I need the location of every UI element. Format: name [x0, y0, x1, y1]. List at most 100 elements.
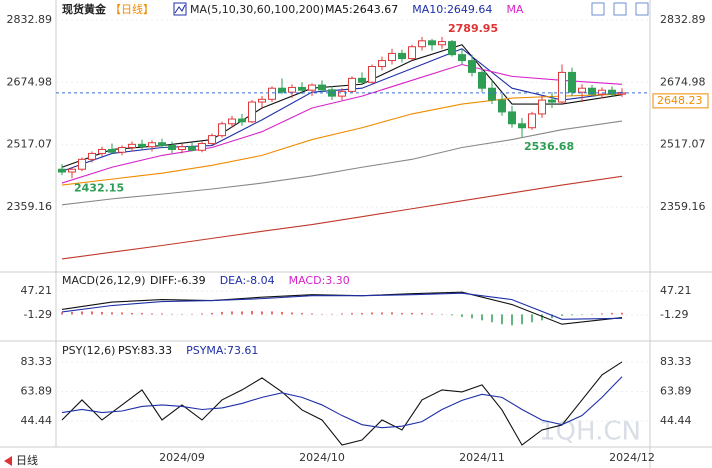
candle-body	[158, 142, 166, 147]
candle-body	[478, 71, 486, 89]
candle-body	[98, 148, 106, 154]
y-tick-label-left: 2517.07	[7, 138, 53, 151]
candle-body	[368, 65, 376, 83]
indicator-line	[61, 48, 623, 172]
toolbar	[591, 2, 649, 16]
y-tick-label-left: 44.44	[21, 414, 53, 427]
indicator-line	[61, 292, 623, 320]
candle-body	[278, 87, 286, 93]
indicator-line	[61, 175, 623, 260]
candle-body	[458, 54, 466, 62]
indicator-line	[61, 376, 623, 429]
candle-body	[558, 71, 566, 103]
candle-body	[268, 87, 276, 100]
candle-body	[208, 135, 216, 145]
legend-entry: MA5:2643.67	[325, 3, 398, 16]
candle-body	[398, 52, 406, 60]
indicator-icon-glyph	[174, 4, 186, 14]
candle-body	[108, 148, 116, 153]
y-tick-label-left: -1.29	[24, 308, 52, 321]
candle-body	[78, 158, 86, 170]
candle-body	[128, 143, 136, 148]
candle-body	[388, 52, 396, 62]
candle-body	[288, 86, 296, 93]
y-tick-label-left: 83.33	[21, 355, 53, 368]
candle-body	[148, 142, 156, 148]
y-tick-label: 2832.89	[660, 13, 706, 26]
period-label: 【日线】	[110, 2, 154, 16]
candle-body	[58, 168, 66, 173]
candle-body	[588, 87, 596, 95]
candle-body	[538, 99, 546, 115]
candle-body	[238, 118, 246, 123]
candle-body	[168, 145, 176, 150]
candle-body	[518, 123, 526, 129]
y-tick-label: 2517.07	[660, 138, 706, 151]
indicator-icon[interactable]	[173, 2, 187, 16]
legend-entry: DEA:-8.04	[220, 274, 275, 287]
legend-entry: MA	[506, 3, 523, 16]
price-box	[652, 93, 709, 109]
y-tick-label: 44.44	[660, 414, 692, 427]
tool-fullscreen[interactable]	[635, 2, 649, 16]
candle-body	[188, 146, 196, 151]
candle-body	[228, 118, 236, 125]
y-tick-label-left: 2832.89	[7, 13, 53, 26]
tool-settings[interactable]	[613, 2, 627, 16]
candle-body	[598, 89, 606, 95]
candle-body	[548, 99, 556, 103]
candle-body	[348, 77, 356, 92]
y-tick-label: 47.21	[660, 284, 692, 297]
candle-body	[608, 89, 616, 95]
candle-body	[578, 87, 586, 93]
footer-period[interactable]: 日线	[16, 453, 38, 467]
y-tick-label: 2359.16	[660, 200, 706, 213]
legend-entry: MA10:2649.64	[412, 3, 492, 16]
candle-body	[408, 46, 416, 60]
candle-body	[198, 143, 206, 151]
candle-body	[68, 168, 76, 173]
candle-body	[118, 146, 126, 153]
candle-body	[308, 84, 316, 91]
indicator-line	[61, 93, 623, 186]
price-label: 2648.23	[657, 94, 703, 107]
candle-body	[178, 146, 186, 150]
ma-params: MA(5,10,30,60,100,200)	[190, 3, 324, 16]
instrument-name: 现货黄金	[62, 2, 107, 16]
candle-body	[498, 99, 506, 113]
y-tick-label-left: 47.21	[21, 284, 53, 297]
candle-body	[488, 87, 496, 101]
y-tick-label-left: 2674.98	[7, 75, 53, 88]
candle-body	[508, 111, 516, 125]
indicator-line	[61, 63, 623, 184]
tool-move[interactable]	[591, 2, 605, 16]
candle-body	[258, 98, 266, 103]
y-tick-label: 63.89	[660, 384, 692, 397]
candle-body	[218, 123, 226, 137]
candle-body	[248, 101, 256, 123]
candle-body	[418, 40, 426, 48]
y-tick-label: 2674.98	[660, 75, 706, 88]
x-tick-label: 2024/09	[159, 451, 205, 464]
candle-body	[448, 41, 456, 56]
candle-body	[438, 41, 446, 46]
y-tick-label-left: 2359.16	[7, 200, 53, 213]
psy-title: PSY(12,6)	[62, 344, 115, 357]
x-tick-label: 2024/10	[299, 451, 345, 464]
candle-body	[568, 71, 576, 93]
period-arrow[interactable]	[4, 456, 12, 466]
candle-body	[88, 152, 96, 160]
legend-entry: PSYMA:73.61	[186, 344, 258, 357]
low-label: 2536.68	[524, 140, 574, 153]
macd-title: MACD(26,12,9)	[62, 274, 146, 287]
indicator-line	[61, 120, 623, 206]
low-label: 2432.15	[74, 181, 124, 194]
candle-body	[138, 143, 146, 148]
candle-body	[358, 77, 366, 83]
x-tick-label: 2024/12	[609, 451, 655, 464]
y-tick-label: 83.33	[660, 355, 692, 368]
candle-body	[428, 40, 436, 46]
indicator-line	[61, 361, 623, 446]
high-label: 2789.95	[448, 22, 498, 35]
